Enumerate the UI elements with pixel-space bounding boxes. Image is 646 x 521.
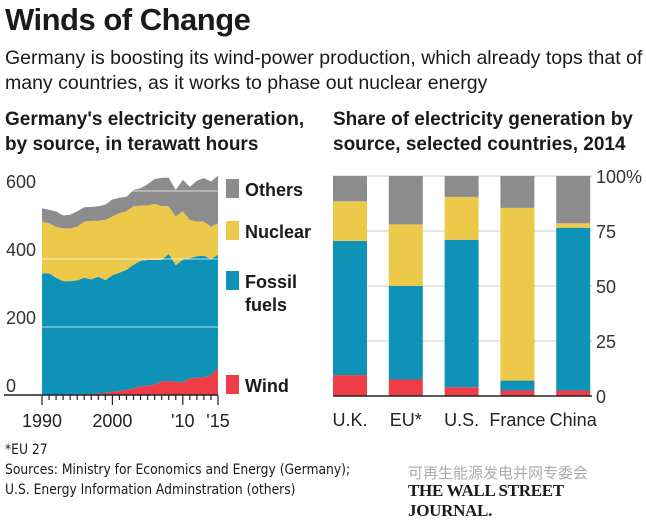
bar-fossil-fuels <box>444 239 479 388</box>
bar-others <box>333 176 367 202</box>
area-others <box>42 175 218 229</box>
publisher-logo: THE WALL STREET JOURNAL. <box>408 481 564 520</box>
x-tick-label: '15 <box>206 411 229 431</box>
x-category-label: France <box>489 410 545 430</box>
source-line-2: U.S. Energy Information Adminstration (o… <box>5 482 296 498</box>
x-tick-label: 2000 <box>92 411 132 431</box>
legend-swatch-wind <box>226 375 239 394</box>
y-tick-label: 75 <box>596 222 616 242</box>
left-chart-title: Germany's electricity generation, by sou… <box>5 109 305 155</box>
bar-wind <box>444 387 479 396</box>
legend-label: Wind <box>245 376 289 396</box>
footnote: *EU 27 <box>5 442 48 458</box>
source-line-1: Sources: Ministry for Economics and Ener… <box>5 462 351 478</box>
legend-swatch-nuclear <box>226 221 239 240</box>
y-tick-label: 400 <box>6 240 36 260</box>
x-category-label: China <box>550 410 598 430</box>
bar-wind <box>500 390 535 396</box>
bar-wind <box>388 379 423 396</box>
x-category-label: EU* <box>390 410 422 430</box>
legend-label: fuels <box>245 295 287 315</box>
x-tick-label: '10 <box>171 411 194 431</box>
watermark: 可再生能源发电并网专委会 <box>408 465 589 482</box>
subtitle: Germany is boosting its wind-power produ… <box>5 47 643 94</box>
bar-wind <box>333 375 367 396</box>
x-category-label: U.S. <box>444 410 479 430</box>
x-category-label: U.K. <box>332 410 367 430</box>
y-tick-label: 0 <box>596 387 606 407</box>
y-tick-label: 200 <box>6 308 36 328</box>
bar-nuclear <box>388 224 423 286</box>
y-tick-label: 0 <box>6 376 16 396</box>
area-wind <box>42 368 218 395</box>
bar-nuclear <box>333 201 367 241</box>
bar-nuclear <box>500 207 535 381</box>
right-chart-title: Share of electricity generation by sourc… <box>333 109 633 155</box>
footer-notes: *EU 27 Sources: Ministry for Economics a… <box>5 440 350 500</box>
legend-label: Fossil <box>245 272 297 292</box>
bar-fossil-fuels <box>333 240 367 376</box>
x-tick-label: 1990 <box>22 411 62 431</box>
area-nuclear <box>42 203 218 282</box>
bar-fossil-fuels <box>556 227 591 391</box>
bar-fossil-fuels <box>500 380 535 391</box>
legend-label: Others <box>245 180 303 200</box>
area-fossil-fuels <box>42 253 218 395</box>
bar-others <box>500 176 535 208</box>
bar-others <box>444 176 479 197</box>
bar-wind <box>556 390 591 396</box>
legend-label: Nuclear <box>245 222 311 242</box>
legend-swatch-fossil-fuels <box>226 271 239 290</box>
bar-fossil-fuels <box>388 286 423 380</box>
bar-nuclear <box>556 223 591 228</box>
bar-nuclear <box>444 196 479 240</box>
bar-others <box>388 176 423 225</box>
page-title: Winds of Change <box>5 2 251 37</box>
y-tick-label: 25 <box>596 332 616 352</box>
y-tick-label: 100% <box>596 167 642 187</box>
y-tick-label: 600 <box>6 172 36 192</box>
legend-swatch-others <box>226 179 239 198</box>
bar-others <box>556 176 591 224</box>
y-tick-label: 50 <box>596 277 616 297</box>
